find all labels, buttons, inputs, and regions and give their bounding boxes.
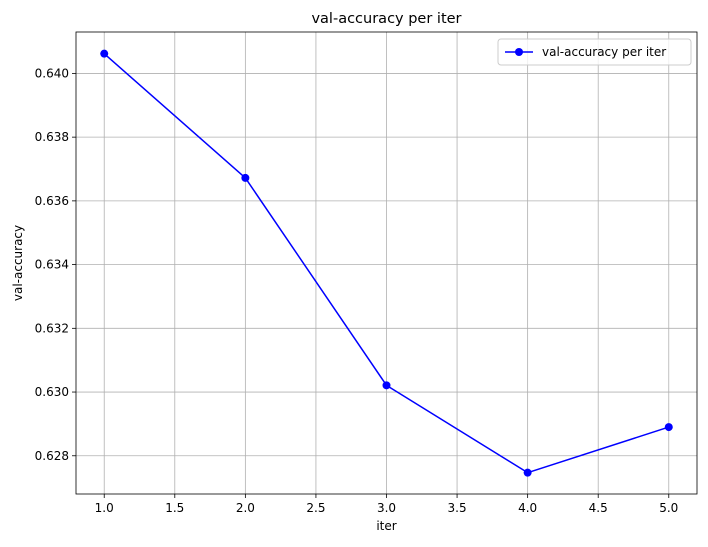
y-tick-label: 0.634 bbox=[35, 258, 69, 272]
x-tick-label: 2.0 bbox=[236, 501, 255, 515]
data-point bbox=[100, 49, 109, 58]
data-point bbox=[241, 173, 250, 182]
x-tick-label: 1.5 bbox=[165, 501, 184, 515]
y-tick-label: 0.630 bbox=[35, 385, 69, 399]
x-tick-label: 3.5 bbox=[448, 501, 467, 515]
x-tick-label: 4.0 bbox=[518, 501, 537, 515]
y-tick-label: 0.632 bbox=[35, 321, 69, 335]
x-tick-label: 2.5 bbox=[306, 501, 325, 515]
legend-entry-label: val-accuracy per iter bbox=[542, 45, 666, 59]
y-tick-label: 0.640 bbox=[35, 66, 69, 80]
ticks: 1.0 1.5 2.0 2.5 3.0 3.5 4.0 4.5 5.0 0.628 0.630 0.6… bbox=[35, 66, 679, 515]
grid bbox=[76, 32, 697, 494]
x-tick-label: 5.0 bbox=[659, 501, 678, 515]
legend-marker bbox=[515, 48, 523, 56]
y-axis-label: val-accuracy bbox=[11, 225, 25, 301]
data-point bbox=[382, 381, 391, 390]
legend: val-accuracy per iter bbox=[497, 38, 692, 66]
chart-title: val-accuracy per iter bbox=[311, 11, 461, 27]
y-tick-label: 0.628 bbox=[35, 449, 69, 463]
legend-box bbox=[497, 38, 692, 66]
x-tick-label: 4.5 bbox=[589, 501, 608, 515]
x-tick-label: 3.0 bbox=[377, 501, 396, 515]
series-layer bbox=[100, 49, 673, 477]
data-point bbox=[664, 423, 673, 432]
data-point bbox=[523, 468, 532, 477]
y-tick-label: 0.638 bbox=[35, 130, 69, 144]
x-axis-label: iter bbox=[376, 519, 396, 533]
x-tick-label: 1.0 bbox=[95, 501, 114, 515]
y-tick-label: 0.636 bbox=[35, 194, 69, 208]
